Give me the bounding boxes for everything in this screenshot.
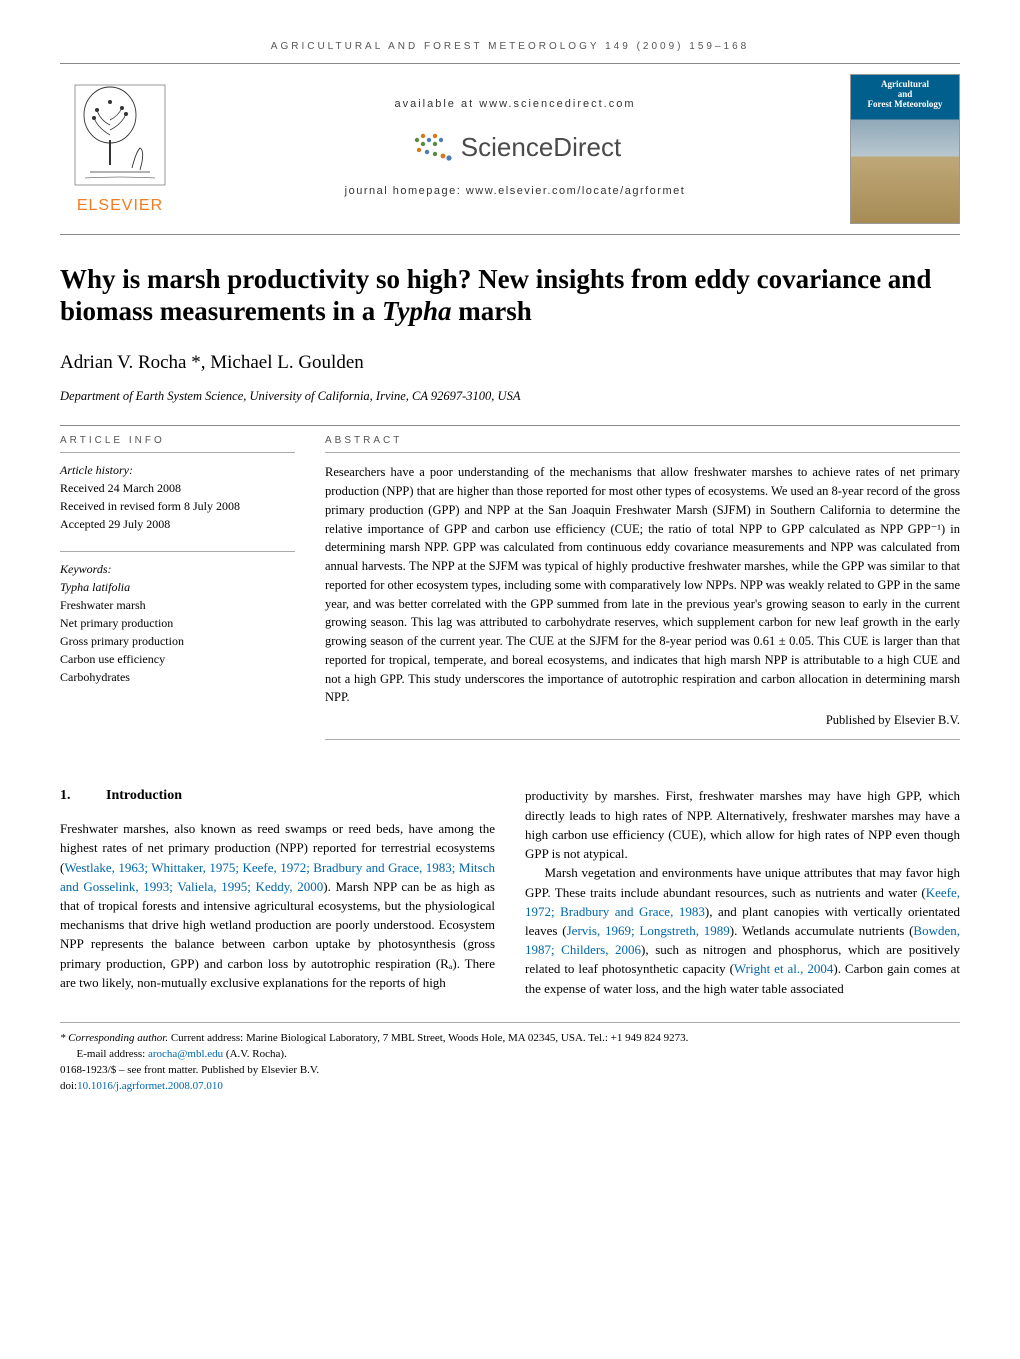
journal-homepage-text: journal homepage: www.elsevier.com/locat… (200, 184, 830, 200)
abstract-column: ABSTRACT Researchers have a poor underst… (325, 434, 960, 750)
copyright-line: 0168-1923/$ – see front matter. Publishe… (60, 1063, 960, 1079)
article-info-column: ARTICLE INFO Article history: Received 2… (60, 434, 295, 750)
journal-cover-thumbnail: Agricultural and Forest Meteorology (850, 74, 960, 224)
doi-link[interactable]: 10.1016/j.agrformet.2008.07.010 (77, 1080, 223, 1092)
affiliation: Department of Earth System Science, Univ… (60, 387, 960, 405)
body-column-left: 1.Introduction Freshwater marshes, also … (60, 786, 495, 998)
elsevier-logo: ELSEVIER (60, 79, 180, 219)
running-header: AGRICULTURAL AND FOREST METEOROLOGY 149 … (60, 40, 960, 55)
citation-link[interactable]: Jervis, 1969; Longstreth, 1989 (567, 923, 730, 938)
available-at-text: available at www.sciencedirect.com (200, 97, 830, 113)
article-title: Why is marsh productivity so high? New i… (60, 263, 960, 328)
elsevier-tree-icon (70, 80, 170, 190)
corresponding-author-label: * Corresponding author. (60, 1032, 168, 1044)
abstract-bottom-rule (325, 739, 960, 740)
sciencedirect-icon (409, 130, 453, 166)
footer: * Corresponding author. Current address:… (60, 1022, 960, 1095)
sciencedirect-text: ScienceDirect (461, 129, 621, 167)
masthead-center: available at www.sciencedirect.com Scien… (200, 97, 830, 201)
body-columns: 1.Introduction Freshwater marshes, also … (60, 786, 960, 998)
abstract-text: Researchers have a poor understanding of… (325, 463, 960, 707)
affiliation-rule (60, 425, 960, 426)
keywords: Keywords: Typha latifolia Freshwater mar… (60, 551, 295, 686)
elsevier-wordmark: ELSEVIER (77, 194, 163, 217)
intro-heading: 1.Introduction (60, 786, 495, 807)
masthead: ELSEVIER available at www.sciencedirect.… (60, 64, 960, 234)
article-history: Article history: Received 24 March 2008 … (60, 452, 295, 533)
body-column-right: productivity by marshes. First, freshwat… (525, 786, 960, 998)
citation-link[interactable]: Wright et al., 2004 (734, 961, 833, 976)
sciencedirect-brand: ScienceDirect (200, 129, 830, 167)
authors: Adrian V. Rocha *, Michael L. Goulden (60, 349, 960, 377)
masthead-bottom-rule (60, 234, 960, 235)
published-by: Published by Elsevier B.V. (325, 711, 960, 729)
article-info-heading: ARTICLE INFO (60, 434, 295, 449)
abstract-heading: ABSTRACT (325, 434, 960, 449)
journal-cover-title: Agricultural and Forest Meteorology (851, 79, 959, 110)
email-link[interactable]: arocha@mbl.edu (148, 1048, 223, 1060)
